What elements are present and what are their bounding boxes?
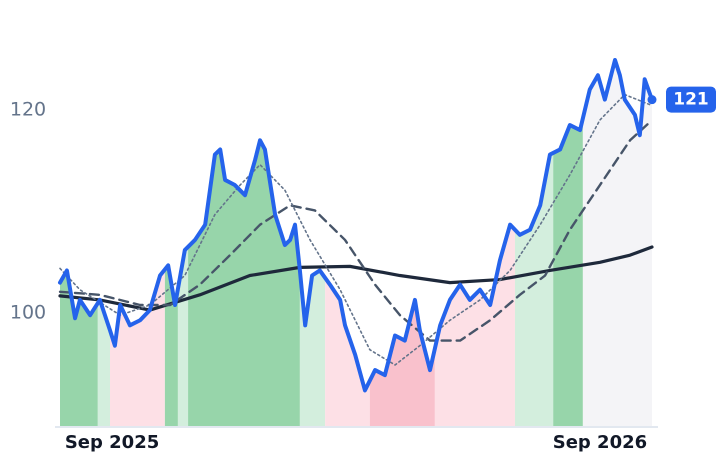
x-tick-label: Sep 2025 xyxy=(65,432,159,453)
regime-band xyxy=(369,59,435,427)
y-tick-label: 100 xyxy=(10,302,46,324)
y-tick-label: 120 xyxy=(10,98,46,120)
last-price-badge xyxy=(666,86,716,113)
regime-band xyxy=(110,59,165,427)
last-price-label: 121 xyxy=(673,90,709,110)
regime-band xyxy=(434,59,515,427)
moving-average xyxy=(58,120,652,342)
regime-band xyxy=(164,59,178,427)
moving-average xyxy=(59,93,651,366)
price-line xyxy=(58,57,654,393)
moving-average xyxy=(58,245,654,312)
last-price-dot xyxy=(647,95,657,105)
regime-band xyxy=(60,59,98,427)
lines xyxy=(58,57,654,393)
regime-band xyxy=(177,59,189,427)
regime-band xyxy=(325,59,370,427)
regime-band xyxy=(299,59,326,427)
regime-band xyxy=(97,59,111,427)
regime-band xyxy=(553,59,583,427)
x-tick-label: Sep 2026 xyxy=(553,432,647,453)
